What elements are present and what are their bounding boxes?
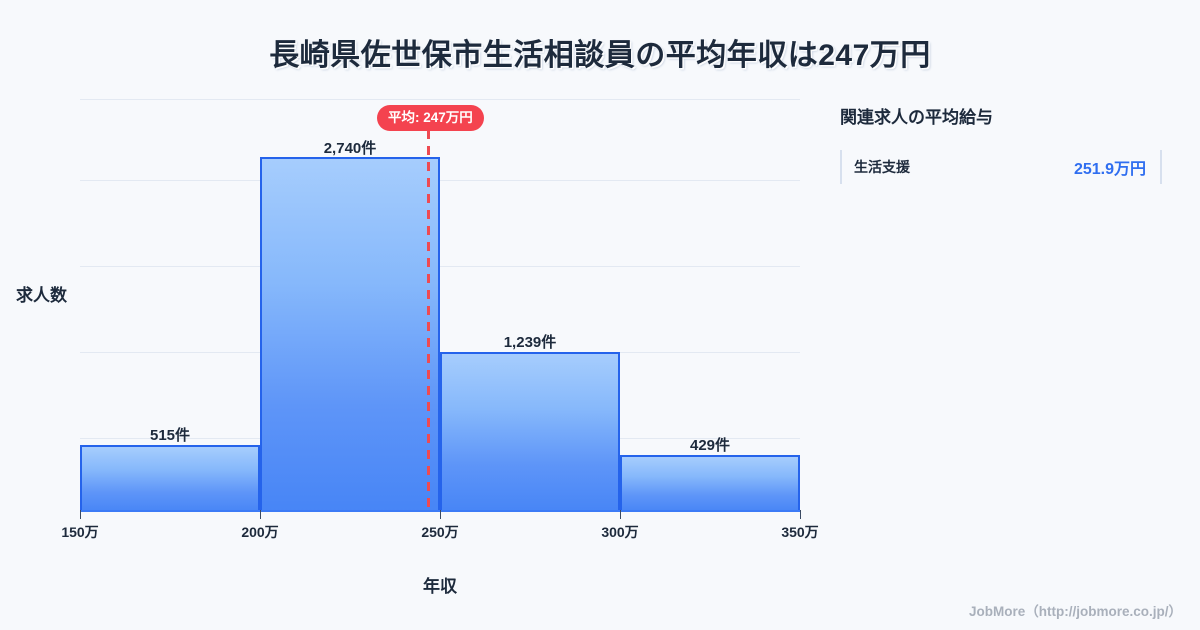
bar-150-200[interactable] (80, 445, 260, 512)
average-line-marker (427, 130, 430, 512)
gridline (80, 180, 800, 181)
x-tick-mark (260, 510, 261, 519)
bar-value-label: 1,239件 (503, 334, 557, 351)
x-tick-mark (440, 510, 441, 519)
bar-value-label: 515件 (149, 427, 191, 444)
x-tick-label: 150万 (61, 524, 99, 540)
bar-value-label: 2,740件 (323, 140, 377, 157)
x-tick-mark (80, 510, 81, 519)
related-salary-title: 関連求人の平均給与 (840, 108, 993, 127)
x-tick-label: 250万 (421, 524, 459, 540)
x-tick-mark (800, 510, 801, 519)
gridline (80, 266, 800, 267)
gridline (80, 99, 800, 100)
salary-row[interactable]: 生活支援 251.9万円 (840, 150, 1162, 184)
x-tick-label: 300万 (601, 524, 639, 540)
related-salary-panel: 関連求人の平均給与 生活支援 251.9万円 (840, 103, 1170, 184)
y-axis-title: 求人数 (16, 286, 67, 305)
watermark: JobMore（http://jobmore.co.jp/） (969, 604, 1182, 619)
salary-row-name: 生活支援 (854, 159, 910, 175)
average-badge: 平均: 247万円 (377, 105, 484, 131)
salary-row-value: 251.9万円 (1073, 161, 1146, 178)
bar-200-250[interactable] (260, 157, 440, 512)
x-tick-mark (620, 510, 621, 519)
x-axis-title: 年収 (423, 577, 457, 596)
bar-value-label: 429件 (689, 437, 731, 454)
x-tick-label: 200万 (241, 524, 279, 540)
x-tick-label: 350万 (781, 524, 819, 540)
page-title: 長崎県佐世保市生活相談員の平均年収は247万円 (269, 39, 931, 72)
bar-250-300[interactable] (440, 352, 620, 512)
bar-300-350[interactable] (620, 455, 800, 512)
